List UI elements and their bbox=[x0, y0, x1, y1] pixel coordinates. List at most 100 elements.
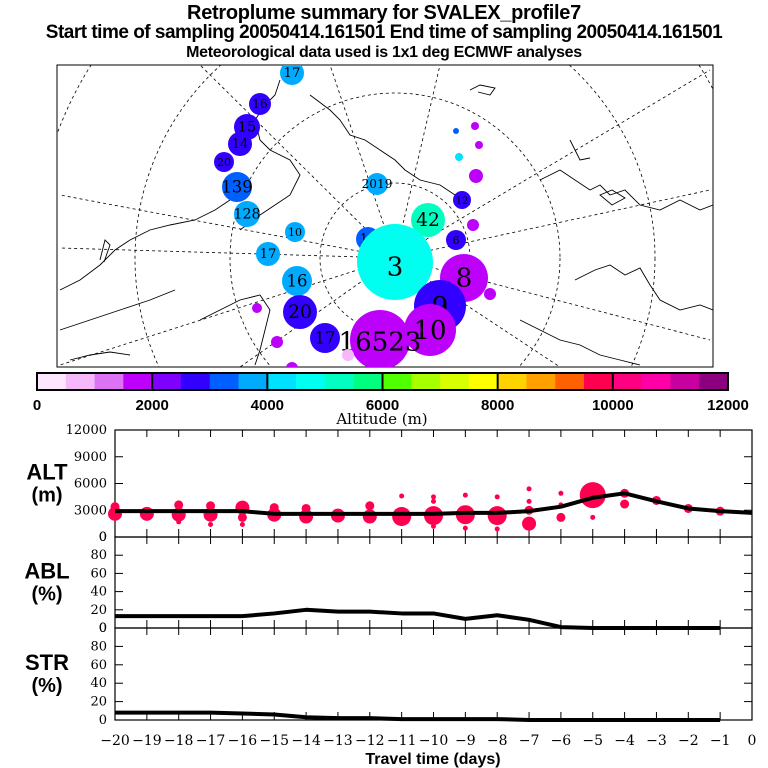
altitude-marker bbox=[301, 503, 311, 513]
colorbar-cell bbox=[612, 373, 643, 390]
altitude-marker bbox=[526, 486, 532, 492]
x-tick-label: −12 bbox=[355, 733, 385, 749]
cluster-marker bbox=[446, 230, 466, 250]
altitude-marker bbox=[139, 506, 154, 521]
cluster-label: 20 bbox=[217, 156, 231, 169]
y-tick-label: 20 bbox=[90, 603, 107, 618]
x-tick-label: −9 bbox=[455, 733, 476, 749]
x-tick-label: −10 bbox=[419, 733, 449, 749]
x-tick-label: −20 bbox=[100, 733, 130, 749]
plume-cluster: 42 bbox=[411, 203, 445, 237]
series-line-abl bbox=[115, 607, 721, 630]
cluster-label: 20 bbox=[288, 302, 312, 323]
cluster-label: 17 bbox=[315, 328, 336, 347]
small-cluster-marker bbox=[475, 141, 483, 149]
cluster-label: 10 bbox=[413, 316, 446, 346]
plume-clusters: 1716151420139128171016201714201942389101… bbox=[214, 65, 496, 367]
altitude-marker bbox=[494, 494, 500, 500]
colorbar-cell bbox=[267, 373, 297, 390]
cluster-marker bbox=[357, 224, 433, 300]
cluster-label: 17 bbox=[260, 247, 277, 262]
plume-cluster: 10 bbox=[404, 304, 456, 356]
y-tick-label: 0 bbox=[99, 530, 107, 545]
colorbar-cell bbox=[555, 373, 585, 390]
plume-cluster: 139 bbox=[221, 172, 253, 202]
small-cluster-marker bbox=[271, 336, 283, 348]
altitude-marker bbox=[237, 512, 247, 522]
colorbar-cell bbox=[584, 373, 614, 390]
cluster-label: 10 bbox=[288, 226, 302, 239]
colorbar-tick-label: 0 bbox=[33, 397, 41, 414]
small-cluster-marker bbox=[455, 153, 463, 161]
altitude-marker bbox=[174, 500, 184, 510]
x-tick-label: −6 bbox=[551, 733, 572, 749]
series-line-alt bbox=[115, 491, 753, 516]
x-tick-label: −14 bbox=[291, 733, 321, 749]
colorbar-cell bbox=[152, 373, 182, 390]
y-tick-label: 12000 bbox=[66, 423, 107, 438]
small-cluster-marker bbox=[467, 219, 479, 231]
plume-cluster: 14 bbox=[228, 132, 252, 156]
cluster-marker bbox=[350, 310, 410, 367]
small-cluster-marker bbox=[342, 349, 354, 361]
panel-ylabel-unit: (%) bbox=[31, 675, 62, 697]
plume-cluster: 10 bbox=[285, 222, 305, 242]
cluster-marker bbox=[404, 304, 456, 356]
altitude-marker bbox=[462, 492, 468, 498]
plume-cluster: 128 bbox=[233, 201, 261, 227]
plume-cluster: 20 bbox=[214, 152, 234, 172]
plume-cluster: 16 bbox=[282, 266, 312, 296]
x-tick-label: −7 bbox=[519, 733, 540, 749]
plume-cluster: 3 bbox=[357, 224, 433, 300]
x-tick-label: −17 bbox=[196, 733, 226, 749]
colorbar-tick-label: 8000 bbox=[481, 397, 514, 414]
colorbar-tick-label: 4000 bbox=[251, 397, 284, 414]
small-cluster-marker bbox=[286, 362, 298, 367]
y-tick-label: 20 bbox=[90, 695, 107, 710]
series-line-str bbox=[115, 710, 721, 722]
panel-str: 0 20 40 60 80 0 STR(%) bbox=[25, 621, 753, 728]
altitude-marker bbox=[462, 525, 468, 531]
altitude-marker bbox=[590, 514, 596, 520]
altitude-marker bbox=[206, 501, 216, 511]
cluster-label: 16 bbox=[252, 97, 267, 111]
altitude-marker bbox=[494, 526, 500, 532]
colorbar-tick-label: 6000 bbox=[366, 397, 399, 414]
colorbar-cell bbox=[526, 373, 556, 390]
colorbar-cell bbox=[641, 373, 671, 390]
altitude-marker bbox=[556, 512, 566, 522]
small-cluster-marker bbox=[471, 122, 479, 130]
x-tick-label: −19 bbox=[132, 733, 162, 749]
x-tick-label: −8 bbox=[487, 733, 508, 749]
cluster-marker bbox=[366, 173, 388, 195]
cluster-label: 139 bbox=[221, 177, 253, 196]
colorbar: 0 2000 4000 6000 8000 10000 12000 Altitude (m) bbox=[33, 372, 749, 428]
panel-alt: 0 3000 6000 9000 12000 ALT(m) bbox=[26, 423, 753, 545]
y-tick-label: 9000 bbox=[74, 450, 107, 465]
altitude-marker bbox=[522, 516, 537, 531]
cluster-marker bbox=[283, 295, 317, 329]
colorbar-cell bbox=[296, 373, 326, 390]
y-tick-label: 40 bbox=[90, 585, 107, 600]
colorbar-cell bbox=[382, 373, 412, 390]
small-cluster-marker bbox=[484, 288, 496, 300]
colorbar-cell bbox=[65, 373, 96, 390]
colorbar-cell bbox=[699, 373, 729, 390]
colorbar-cell bbox=[123, 373, 153, 390]
colorbar-cell bbox=[468, 373, 499, 390]
y-tick-label: 40 bbox=[90, 676, 107, 691]
x-tick-label: −5 bbox=[582, 733, 603, 749]
plume-cluster: 16523 bbox=[339, 310, 421, 367]
cluster-label: 3 bbox=[387, 252, 404, 282]
x-tick-label: −15 bbox=[259, 733, 289, 749]
panel-frame bbox=[114, 627, 753, 721]
x-tick-label: −4 bbox=[614, 733, 635, 749]
altitude-marker bbox=[110, 502, 120, 512]
y-tick-label: 60 bbox=[90, 658, 107, 673]
cluster-marker bbox=[310, 323, 340, 353]
y-tick-label: 80 bbox=[90, 548, 107, 563]
panel-ylabel-unit: (m) bbox=[31, 485, 62, 507]
colorbar-cell bbox=[37, 373, 67, 390]
colorbar-cell bbox=[94, 373, 124, 390]
panel-abl: 0 20 40 60 80 0 ABL(%) bbox=[24, 530, 753, 636]
